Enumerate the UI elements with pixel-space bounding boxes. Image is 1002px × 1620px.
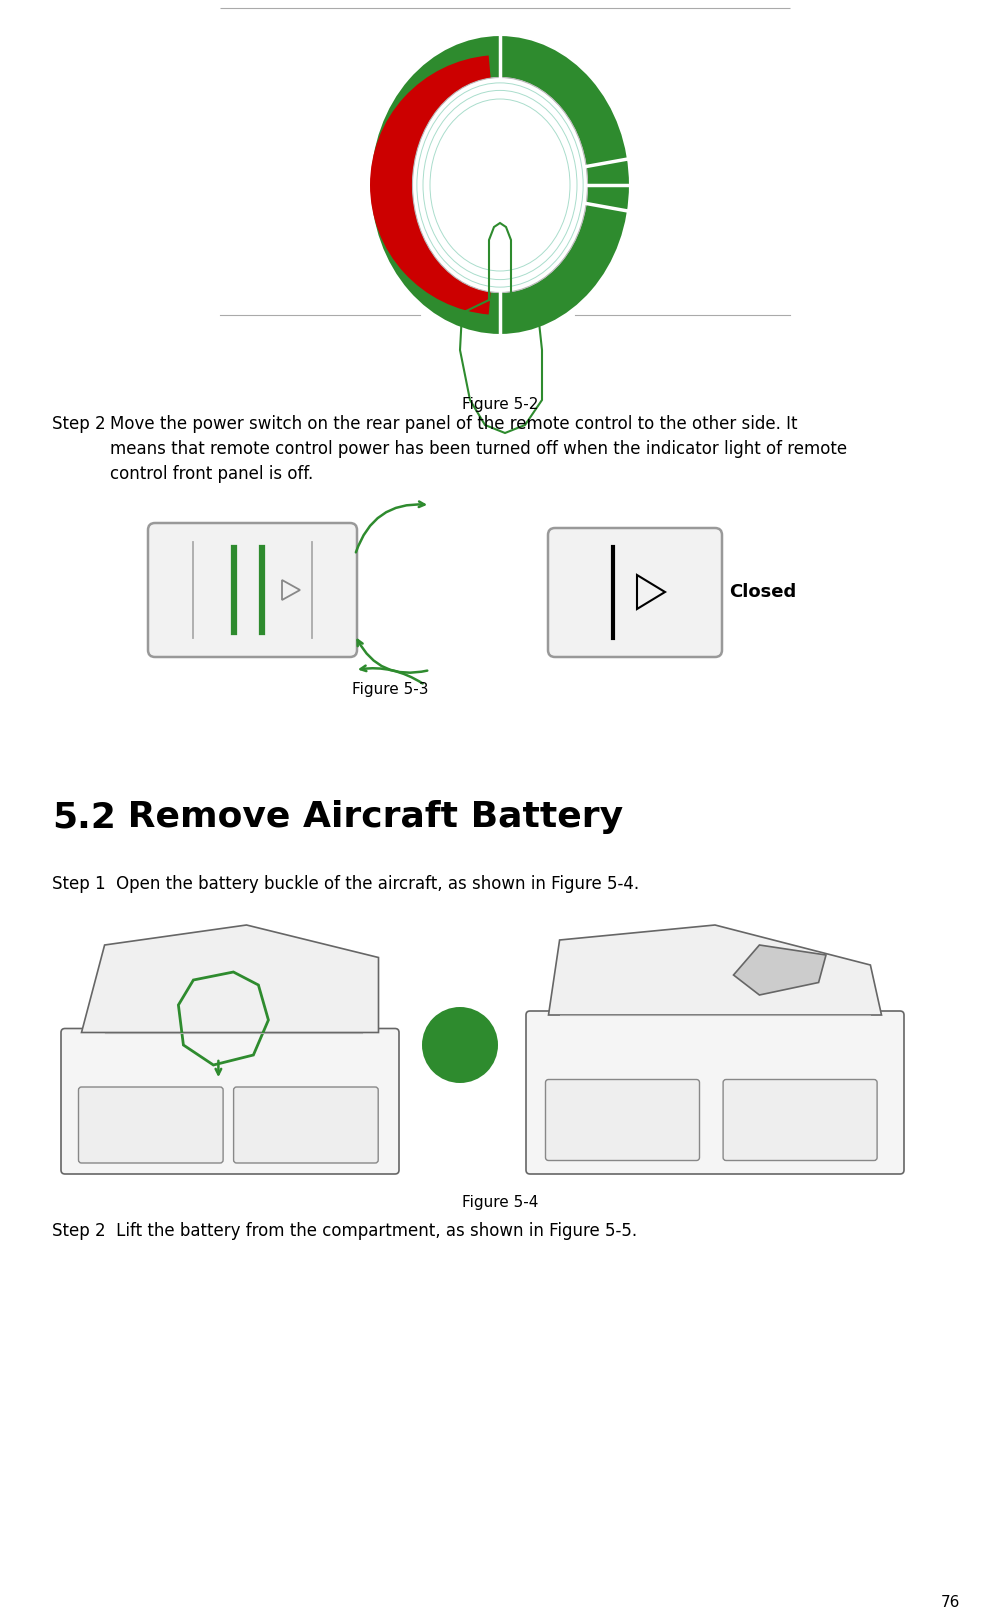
FancyBboxPatch shape bbox=[148, 523, 357, 658]
FancyBboxPatch shape bbox=[78, 1087, 222, 1163]
Text: Remove Aircraft Battery: Remove Aircraft Battery bbox=[115, 800, 622, 834]
Polygon shape bbox=[548, 925, 881, 1016]
Polygon shape bbox=[636, 575, 664, 609]
FancyBboxPatch shape bbox=[545, 1079, 698, 1160]
Polygon shape bbox=[732, 944, 826, 995]
Ellipse shape bbox=[412, 78, 587, 293]
Ellipse shape bbox=[412, 78, 587, 293]
Wedge shape bbox=[370, 55, 492, 314]
Text: 76: 76 bbox=[940, 1596, 959, 1610]
FancyBboxPatch shape bbox=[547, 528, 721, 658]
Text: ❯: ❯ bbox=[449, 1034, 470, 1058]
FancyBboxPatch shape bbox=[61, 1029, 399, 1174]
Text: Step 1  Open the battery buckle of the aircraft, as shown in Figure 5-4.: Step 1 Open the battery buckle of the ai… bbox=[52, 875, 638, 893]
Text: Step 2  Lift the battery from the compartment, as shown in Figure 5-5.: Step 2 Lift the battery from the compart… bbox=[52, 1221, 636, 1239]
Text: Figure 5-2: Figure 5-2 bbox=[461, 397, 538, 411]
Polygon shape bbox=[81, 925, 378, 1032]
Text: Closed: Closed bbox=[728, 583, 796, 601]
FancyBboxPatch shape bbox=[233, 1087, 378, 1163]
Text: Move the power switch on the rear panel of the remote control to the other side.: Move the power switch on the rear panel … bbox=[110, 415, 797, 433]
Polygon shape bbox=[282, 580, 300, 599]
FancyBboxPatch shape bbox=[525, 1011, 903, 1174]
Text: control front panel is off.: control front panel is off. bbox=[110, 465, 313, 483]
Circle shape bbox=[422, 1008, 498, 1084]
Text: Step 2: Step 2 bbox=[52, 415, 105, 433]
FancyBboxPatch shape bbox=[722, 1079, 876, 1160]
Text: 5.2: 5.2 bbox=[52, 800, 116, 834]
Text: Figure 5-4: Figure 5-4 bbox=[461, 1196, 538, 1210]
Text: means that remote control power has been turned off when the indicator light of : means that remote control power has been… bbox=[110, 441, 847, 458]
Ellipse shape bbox=[370, 36, 629, 335]
Text: Figure 5-3: Figure 5-3 bbox=[352, 682, 428, 697]
